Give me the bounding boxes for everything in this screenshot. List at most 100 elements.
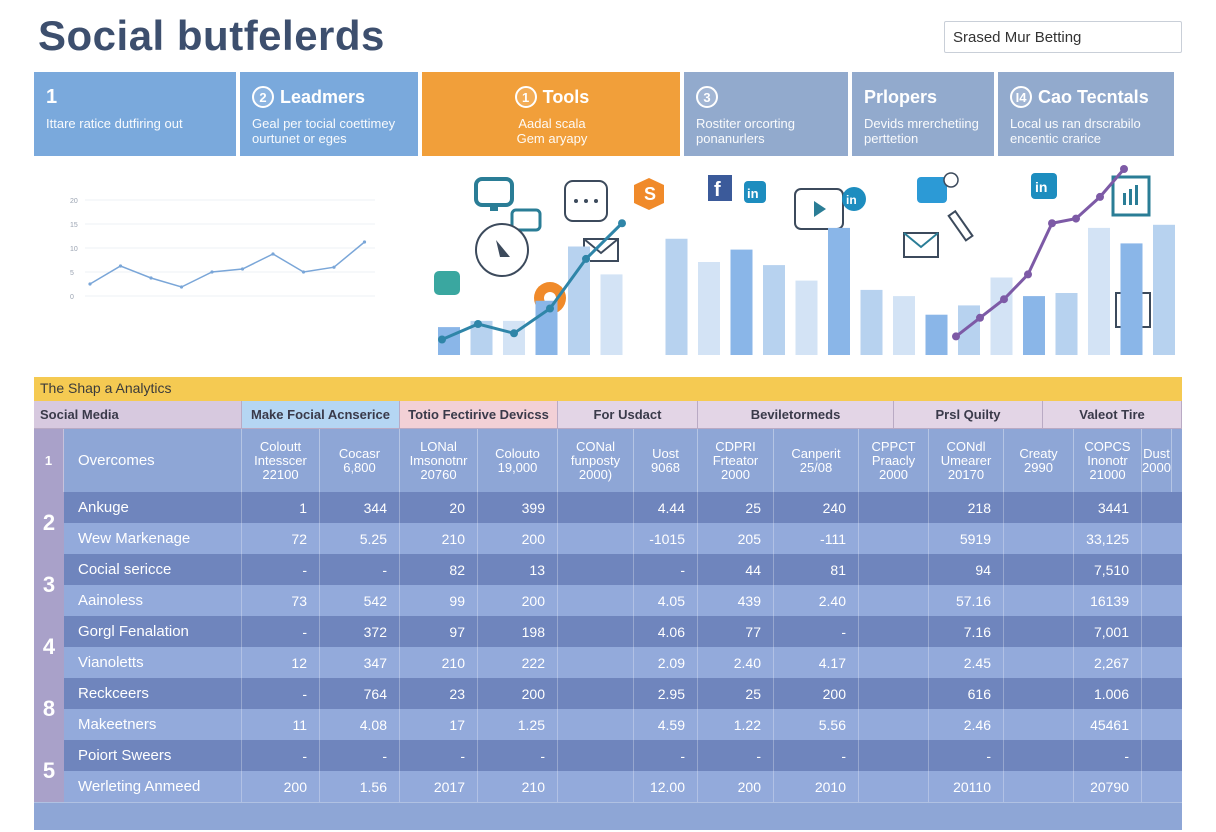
infographic-bar [1153,224,1175,355]
table-cell: 372 [320,616,400,647]
row-group: 8 Reckceers -764 23 200 2.95 25 200 616 1.006 Make… [34,678,1182,740]
badge-s-icon: S [634,178,664,210]
table-cell: 200 [698,771,774,802]
tile-4[interactable]: Prlopers Devids mrerchetiing perttetion [852,72,994,156]
mini-series-line [89,241,365,288]
mini-point [271,252,275,256]
table-cell: 4.06 [634,616,698,647]
table-cell: 23 [400,678,478,709]
column-header[interactable]: Social Media [34,401,242,428]
trend-line-purple-point [1120,165,1128,173]
monitor-icon [474,177,514,211]
table-cell: 1 [242,492,320,523]
table-cell: 616 [929,678,1004,709]
table-cell: 1.25 [478,709,558,740]
table-cell: 5919 [929,523,1004,554]
tile-number: I4 [1010,86,1032,108]
linkedin-icon: in [842,187,866,211]
tile-number: 1 [514,86,537,108]
tile-0[interactable]: 1 Ittare ratice dutfiring out [34,72,236,156]
table-cell [558,523,634,554]
tile-3[interactable]: 3 Rostiter orcorting ponanurlers [684,72,848,156]
row-label: Poiort Sweers [64,740,242,771]
infographic-bar [958,305,980,355]
column-header[interactable]: For Usdact [558,401,698,428]
tile-1[interactable]: 2 Leadmers Geal per tocial coettimey ourtu… [240,72,418,156]
subheader-cell: Dust 2000 [1142,429,1172,492]
table-cell: - [242,740,320,771]
column-header[interactable]: Totio Fectirive Devicss [400,401,558,428]
subheader-cell: CPPCT Praacly 2000 [859,429,929,492]
infographic-bar [730,249,753,355]
tile-description: Ittare ratice dutfiring out [46,116,183,131]
column-header[interactable]: Make Focial Acnserice [242,401,400,428]
infographic-bar [600,274,623,355]
table-cell: 764 [320,678,400,709]
chat-icon [510,208,542,232]
table-cell: - [698,740,774,771]
table-row[interactable]: Makeetners 11 4.08 17 1.25 4.59 1.22 5.56 2.46 45… [64,709,1182,740]
table-row[interactable]: Gorgl Fenalation -372 97 198 4.06 77-7.16 7,00… [64,616,1182,647]
trend-line-purple-point [1072,214,1080,223]
row-label: Aainoless [64,585,242,616]
table-row[interactable]: Ankuge 1 344 20 399 4.44 25 240 218 3441 [64,492,1182,523]
table-row[interactable]: Poiort Sweers - - - - - - - - - [64,740,1182,771]
infographic-bar [763,265,785,355]
table-cell: 12 [242,647,320,678]
table-cell: 94 [929,554,1004,585]
table-cell: 97 [400,616,478,647]
trend-line-blue-point [582,254,590,263]
table-cell: - [242,616,320,647]
table-cell: - [929,740,1004,771]
table-cell [1004,647,1074,678]
subheader-cell: CDPRI Frteator 2000 [698,429,774,492]
table-cell: 399 [478,492,558,523]
row-group-index: 3 [34,554,64,616]
table-cell: 7.16 [929,616,1004,647]
search-input[interactable] [944,21,1182,53]
table-cell: 99 [400,585,478,616]
tile-5[interactable]: I4 Cao Tecntals Local us ran drscrabilo en… [998,72,1174,156]
table-cell: 200 [478,523,558,554]
table-cell: 4.44 [634,492,698,523]
table-cell: 11 [242,709,320,740]
column-header[interactable]: Beviletormeds [698,401,894,428]
mini-point [118,264,123,268]
tile-number: 2 [252,86,274,108]
table-cell: 1.22 [698,709,774,740]
table-cell [558,492,634,523]
row-group: 2 Ankuge 1 344 20 399 4.44 25 240 218 3441 Wew Mark… [34,492,1182,554]
table-cell: 439 [698,585,774,616]
table-cell [1004,492,1074,523]
table-row[interactable]: Reckceers -764 23 200 2.95 25 200 616 1.006 [64,678,1182,709]
mini-point [362,240,367,244]
tile-2[interactable]: 1 Tools Aadal scala Gem aryapy [422,72,680,156]
table-cell: 218 [929,492,1004,523]
table-row[interactable]: Aainoless 73 542 99 200 4.05 439 2.40 57.16 16139 [64,585,1182,616]
table-footer [34,802,1182,830]
table-subheader-row: 1 Overcomes Coloutt Intesscer 22100 Cocasr … [34,429,1182,492]
table-cell: 2017 [400,771,478,802]
dialog-icon [564,180,608,222]
column-header[interactable]: Prsl Quilty [894,401,1043,428]
trend-line-blue-point [438,335,446,344]
table-row[interactable]: Vianoletts 12 347 210 222 2.09 2.40 4.17 2.45 2,2… [64,647,1182,678]
table-cell [859,740,929,771]
linkedin-icon: in [1031,173,1057,199]
table-cell: - [774,740,859,771]
table-cell: 2.09 [634,647,698,678]
trend-line-blue-point [618,219,626,228]
column-header[interactable]: Valeot Tire [1043,401,1182,428]
table-cell [558,616,634,647]
table-cell: 4.05 [634,585,698,616]
table-row[interactable]: Cocial sericce - -82 13-44 81 94 7,510 [64,554,1182,585]
table-cell: 20 [400,492,478,523]
table-row[interactable]: Werleting Anmeed 200 1.56 2017 210 12.00 200 20… [64,771,1182,802]
table-cell: 2.40 [774,585,859,616]
table-row[interactable]: Wew Markenage 72 5.25 210 200 -1015 205 -111 591… [64,523,1182,554]
table-cell [859,554,929,585]
row-label: Werleting Anmeed [64,771,242,802]
table-cell: 210 [400,523,478,554]
tile-header: Prlopers [864,84,984,110]
table-cell [1004,709,1074,740]
